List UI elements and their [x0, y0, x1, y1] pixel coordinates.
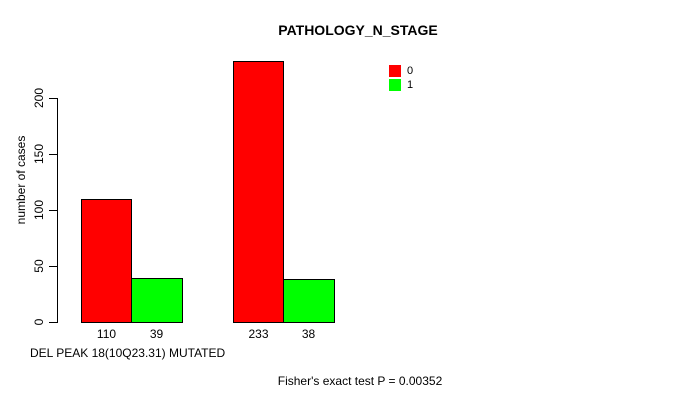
legend-label: 0: [407, 65, 414, 77]
y-tick-label: 50: [32, 259, 46, 273]
fisher-test-annotation: Fisher's exact test P = 0.00352: [277, 374, 443, 388]
y-tick-mark: [49, 210, 57, 211]
bar-group-2-series-0: [233, 61, 284, 323]
y-axis-line: [57, 98, 58, 323]
bar-group-2-series-1: [283, 279, 335, 323]
legend-entry-1: 1: [389, 79, 413, 91]
y-tick-label: 100: [32, 199, 46, 221]
chart-title: PATHOLOGY_N_STAGE: [278, 22, 438, 38]
bar-group-1-series-0: [81, 198, 132, 323]
bar-count-label: 233: [248, 327, 269, 341]
y-tick-label: 0: [32, 318, 46, 326]
bar-count-label: 110: [96, 327, 117, 341]
y-axis-label: number of cases: [14, 135, 28, 225]
legend-entry-0: 0: [389, 65, 413, 77]
y-tick-mark: [49, 98, 57, 99]
legend-label: 1: [407, 79, 414, 91]
y-tick-mark: [49, 266, 57, 267]
bar-count-label: 39: [149, 327, 164, 341]
y-tick-mark: [49, 322, 57, 323]
legend-swatch-icon: [389, 79, 401, 91]
legend-swatch-icon: [389, 65, 401, 77]
y-tick-mark: [49, 154, 57, 155]
bar-count-label: 38: [301, 327, 316, 341]
y-tick-label: 200: [32, 87, 46, 109]
x-axis-label: DEL PEAK 18(10Q23.31) MUTATED: [30, 346, 226, 360]
y-tick-label: 150: [32, 143, 46, 165]
bar-group-1-series-1: [131, 278, 183, 323]
